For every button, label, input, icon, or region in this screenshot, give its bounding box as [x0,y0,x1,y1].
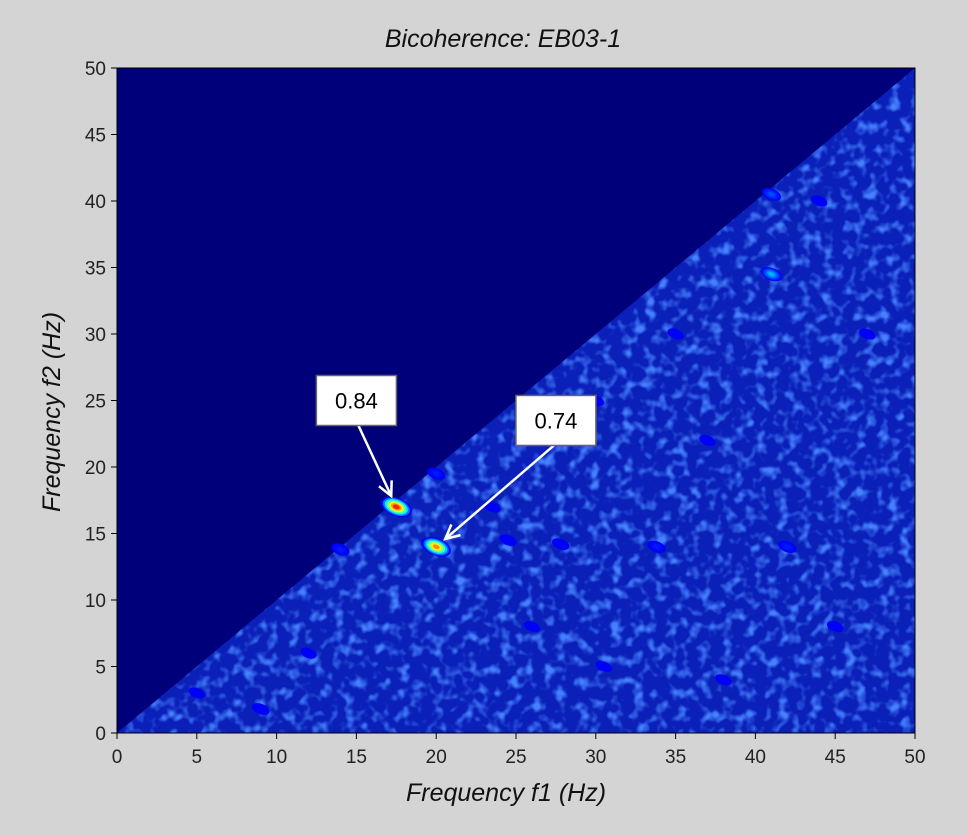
peak-17 [595,660,612,673]
x-tick-label: 35 [665,747,686,768]
peak-8 [251,703,270,716]
annotation-arrow [357,424,393,497]
peak-3 [761,187,781,201]
peak-9 [552,538,570,550]
peak-17-ring-6 [601,664,607,669]
peak-21-ring-6 [529,624,535,629]
annotation-arrow [444,444,555,540]
annotation-label: 0.84 [335,389,378,414]
y-tick-label: 45 [85,126,106,147]
peak-6-ring-6 [653,544,659,549]
peak-5-ring-6 [337,547,343,552]
peak-14 [826,620,844,633]
peak-11 [483,501,501,513]
peak-20 [858,328,876,340]
y-tick-label: 40 [85,192,106,213]
peak-19 [811,195,828,207]
x-tick-label: 45 [825,747,846,768]
peak-16 [300,647,317,659]
y-tick-label: 50 [85,59,106,80]
peak-20-ring-6 [864,332,870,336]
y-tick-label: 10 [85,591,106,612]
annotation-box [315,374,398,427]
annotation-1: 0.74 [443,394,597,541]
x-tick-label: 20 [426,747,447,768]
peak-22-ring-6 [721,678,726,682]
x-axis: 0 5 10 15 20 25 30 35 40 45 50 [112,733,926,768]
peak-8-ring-6 [258,707,264,711]
x-tick-label: 10 [266,747,287,768]
peak-15 [188,687,205,699]
x-tick-label: 40 [745,747,766,768]
y-tick-label: 15 [85,525,106,546]
x-tick-label: 15 [346,747,367,768]
annotation-arrowhead [443,524,461,541]
peak-11-ring-6 [489,505,495,509]
peak-7-ring-6 [784,544,790,549]
peak-0-ring-6 [392,504,400,510]
peak-2 [760,267,782,282]
peak-10 [499,534,517,547]
x-tick-label: 50 [904,747,925,768]
y-tick-label: 35 [85,259,106,280]
peak-3-ring-6 [768,192,774,197]
y-tick-label: 25 [85,392,106,413]
annotation-label: 0.74 [534,408,577,433]
annotation-0: 0.84 [315,374,398,499]
peak-2-ring-6 [768,272,775,277]
chart-title: Bicoherence: EB03-1 [385,25,621,53]
peak-7 [778,540,797,553]
peak-15-ring-6 [194,691,200,695]
peak-9-ring-6 [558,542,564,546]
y-tick-label: 0 [95,724,106,745]
peak-0 [380,496,412,518]
x-tick-label: 25 [505,747,526,768]
y-tick-label: 20 [85,458,106,479]
peak-21 [523,621,541,633]
peak-14-ring-6 [832,624,838,629]
peak-18 [667,328,684,340]
y-axis-label: Frequency f2 (Hz) [38,312,66,512]
peak-22 [715,674,732,686]
annotations: 0.84 0.74 [315,374,597,541]
peak-1 [421,536,451,557]
peak-10-ring-6 [505,538,511,542]
x-tick-label: 0 [112,747,123,768]
annotation-arrowhead [378,480,393,499]
x-axis-label: Frequency f1 (Hz) [406,779,606,807]
peak-4 [427,467,446,480]
annotation-box [515,394,597,447]
peak-13 [699,434,716,447]
peak-5 [331,543,350,556]
y-tick-label: 5 [95,658,106,679]
peak-16-ring-6 [306,651,311,655]
x-tick-label: 5 [192,747,203,768]
peak-4-ring-6 [433,471,439,476]
peak-18-ring-6 [673,332,679,336]
y-tick-label: 30 [85,325,106,346]
peak-19-ring-6 [816,199,822,203]
peak-13-ring-6 [705,438,710,443]
x-tick-label: 30 [585,747,606,768]
y-axis: 0 5 10 15 20 25 30 35 40 45 50 [85,59,117,745]
peak-6 [647,540,666,553]
peak-1-ring-6 [432,544,440,550]
